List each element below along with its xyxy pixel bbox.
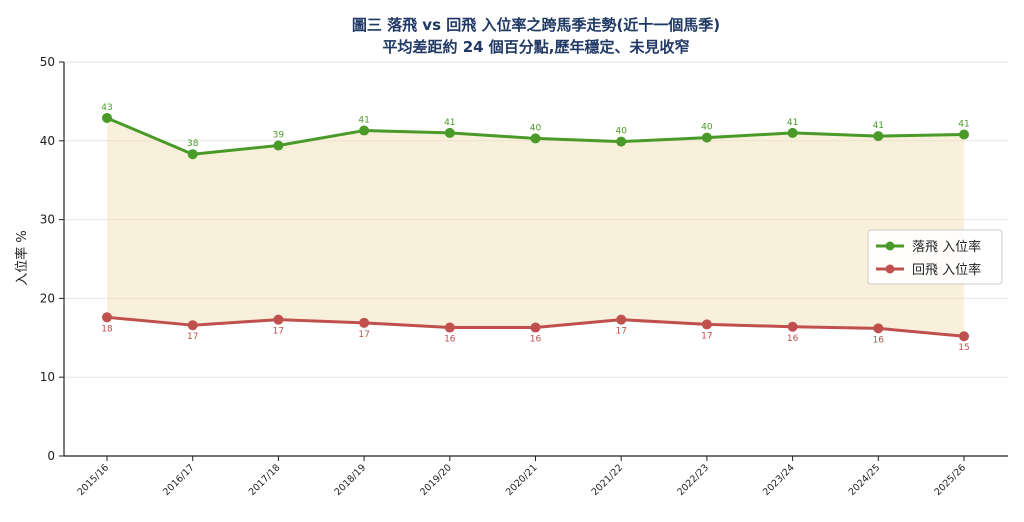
data-label: 41 (958, 119, 969, 129)
data-point (616, 136, 627, 147)
data-point (444, 127, 455, 138)
data-label: 17 (358, 330, 369, 340)
x-tick-label: 2024/25 (847, 462, 883, 498)
data-label: 16 (444, 335, 456, 345)
data-point (787, 321, 798, 332)
data-label: 40 (530, 123, 542, 133)
x-tick-label: 2019/20 (418, 462, 454, 498)
legend-label-landing: 落飛 入位率 (912, 239, 981, 255)
data-label: 39 (273, 131, 285, 141)
data-label: 38 (187, 139, 199, 149)
data-point (359, 317, 370, 328)
y-tick-label: 10 (40, 370, 55, 384)
x-ticks: 2015/16 2016/17 2017/18 2018/19 2019/20 2020/… (75, 456, 968, 498)
data-label: 40 (701, 123, 713, 133)
series-group: 43 38 39 41 41 40 40 40 41 41 41 18 17 17 17 16 16 17 17 16… (101, 103, 969, 353)
chart-title: 圖三 落飛 vs 回飛 入位率之跨馬季走勢(近十一個馬季) (352, 16, 720, 34)
data-point (273, 314, 284, 325)
y-ticks: 0 10 20 30 40 50 (40, 55, 64, 463)
legend: 落飛 入位率 回飛 入位率 (867, 229, 1003, 285)
data-point (873, 131, 884, 142)
data-point (102, 312, 112, 323)
grid (64, 61, 1008, 378)
data-point (359, 125, 370, 136)
data-label: 16 (530, 335, 542, 345)
legend-swatch-marker (885, 264, 895, 274)
x-tick-label: 2025/26 (932, 462, 968, 498)
data-point (701, 319, 712, 330)
data-label: 40 (615, 127, 627, 137)
data-point (273, 140, 284, 151)
data-point (102, 112, 112, 123)
x-tick-label: 2022/23 (675, 462, 711, 498)
data-label: 18 (101, 324, 113, 334)
y-axis-label: 入位率 % (14, 230, 30, 286)
data-point (187, 149, 198, 160)
data-label: 17 (701, 331, 712, 341)
x-tick-label: 2020/21 (504, 462, 540, 498)
x-tick-label: 2018/19 (333, 462, 369, 498)
data-label: 17 (615, 327, 626, 337)
data-point (959, 129, 969, 140)
data-label: 16 (787, 334, 799, 344)
data-point (187, 320, 198, 331)
data-label: 16 (873, 335, 885, 345)
series-0: 43 38 39 41 41 40 40 40 41 41 41 (101, 103, 970, 160)
y-tick-label: 20 (40, 291, 55, 305)
x-tick-label: 2016/17 (161, 462, 197, 498)
data-point (616, 314, 627, 325)
data-point (787, 127, 798, 138)
gap-fill-area (107, 117, 964, 337)
y-tick-label: 50 (40, 55, 55, 69)
x-tick-label: 2023/24 (761, 462, 797, 498)
x-tick-label: 2017/18 (247, 462, 283, 498)
legend-swatch-marker (885, 241, 895, 251)
data-point (701, 132, 712, 143)
series-1: 18 17 17 17 16 16 17 17 16 16 15 (101, 312, 970, 353)
data-point (873, 323, 884, 334)
data-label: 41 (444, 118, 455, 128)
data-label: 41 (873, 121, 884, 131)
data-label: 41 (787, 118, 798, 128)
data-label: 17 (273, 327, 284, 337)
data-point (530, 133, 541, 144)
chart-subtitle: 平均差距約 24 個百分點,歷年穩定、未見收窄 (382, 38, 689, 56)
x-tick-label: 2021/22 (590, 462, 626, 498)
y-tick-label: 30 (40, 213, 55, 227)
y-tick-label: 0 (47, 449, 55, 463)
data-point (444, 322, 455, 333)
data-label: 43 (101, 103, 112, 113)
data-label: 41 (358, 116, 369, 126)
y-tick-label: 40 (40, 134, 55, 148)
data-point (530, 322, 541, 333)
data-label: 15 (958, 343, 969, 353)
legend-label-return: 回飛 入位率 (912, 262, 981, 278)
data-label: 17 (187, 332, 198, 342)
x-tick-label: 2015/16 (75, 462, 111, 498)
data-point (959, 331, 969, 342)
